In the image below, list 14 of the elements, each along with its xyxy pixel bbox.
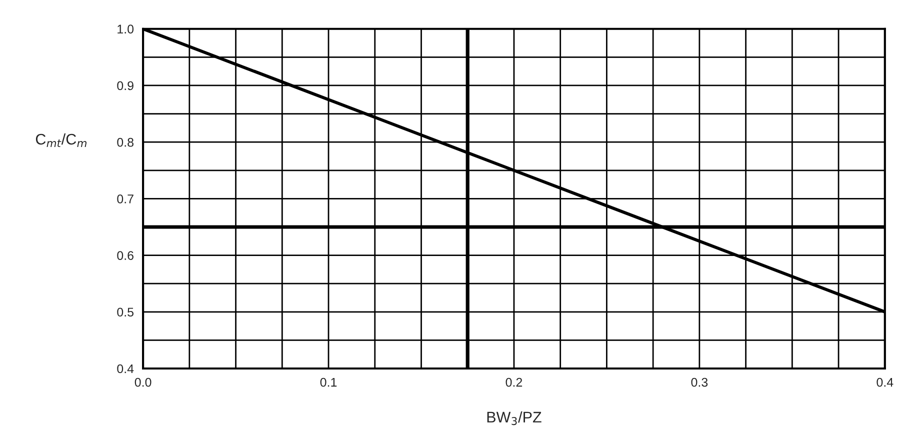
- y-tick-label: 0.5: [117, 308, 134, 317]
- x-tick-label: 0.0: [134, 378, 152, 387]
- y-tick-label: 0.4: [117, 364, 134, 374]
- y-tick-label: 0.8: [117, 138, 134, 147]
- y-tick-label: 1.0: [118, 24, 134, 34]
- y-tick-label: 0.9: [117, 81, 134, 90]
- y-tick-label: 0.6: [117, 251, 134, 260]
- x-tick-label: 0.2: [506, 378, 522, 387]
- x-tick-label: 0.1: [320, 378, 337, 387]
- y-axis-title: C$_{mt}$/C$_{m}$: [36, 133, 86, 147]
- x-axis-title: BW$_{3}$/PZ: [487, 411, 542, 426]
- x-tick-label: 0.3: [691, 378, 708, 387]
- y-tick-label: 0.7: [117, 194, 134, 204]
- x-tick-label: 0.4: [876, 378, 894, 387]
